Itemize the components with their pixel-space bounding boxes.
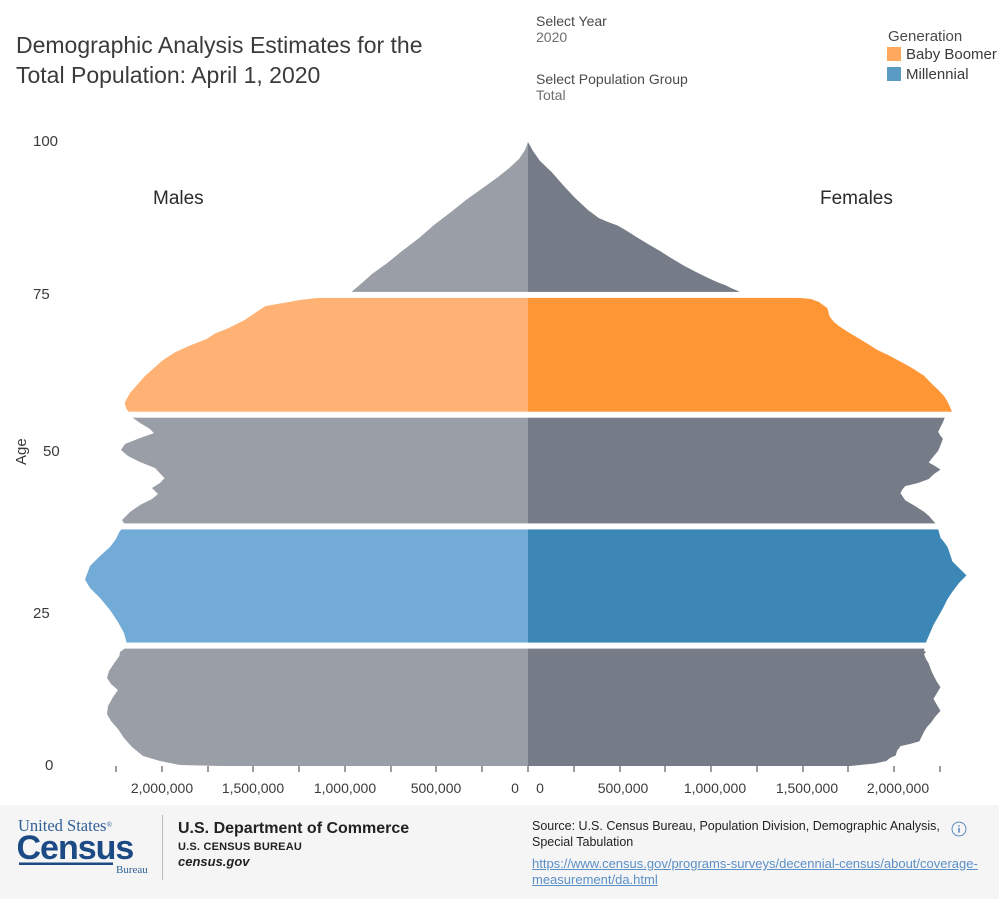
svg-text:Census: Census <box>18 829 133 867</box>
svg-text:Bureau: Bureau <box>116 864 148 876</box>
